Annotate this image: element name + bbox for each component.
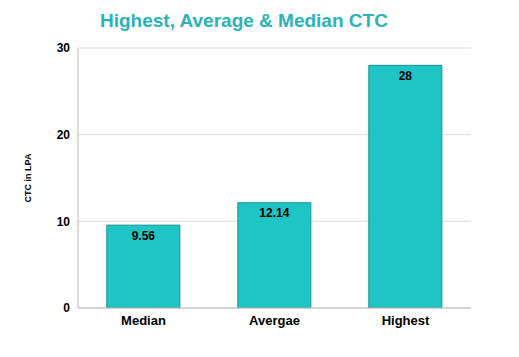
svg-text:20: 20 — [57, 128, 71, 142]
svg-text:30: 30 — [57, 41, 71, 55]
svg-text:9.56: 9.56 — [132, 229, 156, 243]
svg-text:0: 0 — [63, 301, 70, 315]
svg-text:CTC in LPA: CTC in LPA — [23, 153, 33, 202]
html-text:Highest, Average & Median CTC: Highest, Average & Median CTC — [100, 10, 388, 31]
svg-text:10: 10 — [57, 215, 71, 229]
svg-text:Highest: Highest — [382, 313, 430, 328]
svg-text:28: 28 — [399, 69, 413, 83]
svg-text:12.14: 12.14 — [259, 206, 289, 220]
svg-text:Avergae: Avergae — [249, 313, 300, 328]
svg-text:Median: Median — [121, 313, 166, 328]
